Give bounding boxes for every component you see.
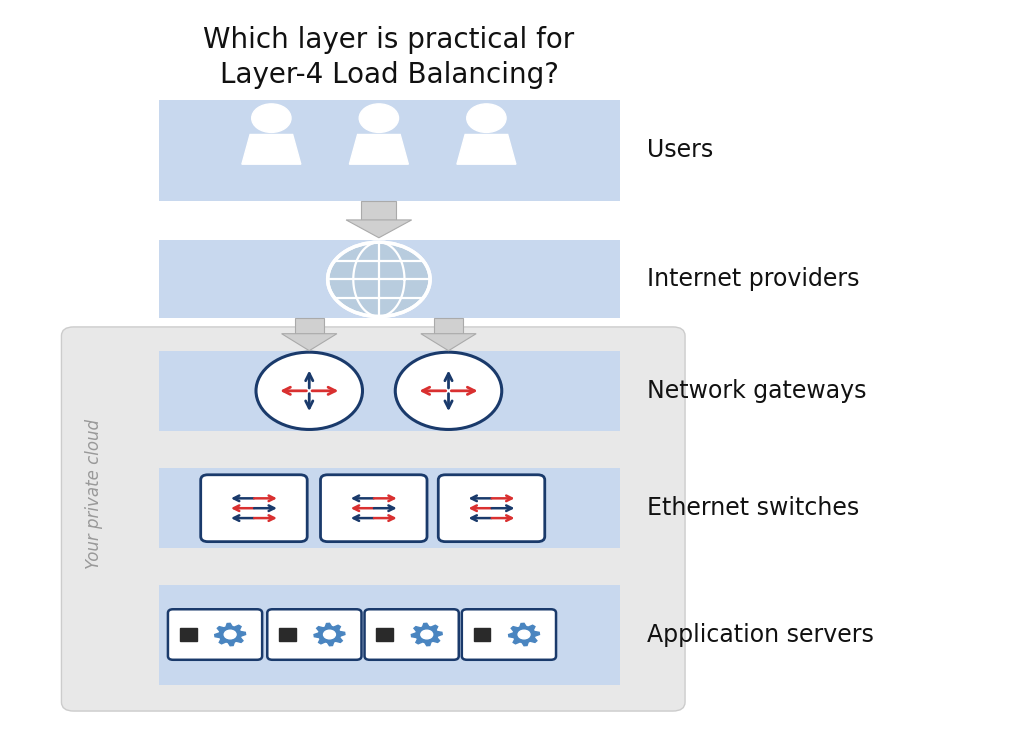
Polygon shape bbox=[349, 134, 409, 164]
Polygon shape bbox=[421, 334, 476, 351]
Bar bbox=[295, 318, 324, 334]
FancyBboxPatch shape bbox=[438, 475, 545, 542]
Circle shape bbox=[359, 104, 398, 132]
Polygon shape bbox=[412, 623, 442, 646]
Bar bbox=[361, 201, 396, 220]
Text: Users: Users bbox=[647, 138, 714, 162]
Text: Network gateways: Network gateways bbox=[647, 379, 874, 403]
Circle shape bbox=[421, 630, 433, 639]
Polygon shape bbox=[314, 623, 345, 646]
FancyBboxPatch shape bbox=[365, 609, 459, 660]
Bar bbox=[280, 629, 296, 640]
Text: Your private cloud: Your private cloud bbox=[85, 419, 103, 569]
Circle shape bbox=[395, 352, 502, 429]
Circle shape bbox=[518, 630, 530, 639]
FancyBboxPatch shape bbox=[267, 609, 361, 660]
FancyBboxPatch shape bbox=[168, 609, 262, 660]
FancyBboxPatch shape bbox=[462, 609, 556, 660]
Polygon shape bbox=[509, 623, 540, 646]
Polygon shape bbox=[215, 623, 246, 646]
Text: Layer-4 Load Balancing?: Layer-4 Load Balancing? bbox=[219, 61, 559, 89]
Bar bbox=[377, 629, 393, 640]
Text: Ethernet switches: Ethernet switches bbox=[647, 496, 867, 520]
Text: Application servers: Application servers bbox=[647, 623, 882, 646]
Circle shape bbox=[328, 242, 430, 317]
Text: Internet providers: Internet providers bbox=[647, 267, 860, 291]
Bar bbox=[159, 351, 620, 431]
Polygon shape bbox=[457, 134, 516, 164]
Circle shape bbox=[224, 630, 237, 639]
Circle shape bbox=[467, 104, 506, 132]
FancyBboxPatch shape bbox=[321, 475, 427, 542]
FancyBboxPatch shape bbox=[61, 327, 685, 711]
Bar bbox=[159, 468, 620, 548]
Polygon shape bbox=[242, 134, 301, 164]
Text: Which layer is practical for: Which layer is practical for bbox=[204, 26, 574, 54]
Bar bbox=[434, 318, 463, 334]
Bar bbox=[159, 240, 620, 318]
FancyBboxPatch shape bbox=[201, 475, 307, 542]
Bar bbox=[474, 629, 490, 640]
Circle shape bbox=[324, 630, 336, 639]
Bar bbox=[159, 100, 620, 201]
Bar bbox=[180, 629, 197, 640]
Circle shape bbox=[252, 104, 291, 132]
Polygon shape bbox=[282, 334, 337, 351]
Circle shape bbox=[256, 352, 362, 429]
Bar bbox=[159, 585, 620, 685]
Polygon shape bbox=[346, 220, 412, 238]
